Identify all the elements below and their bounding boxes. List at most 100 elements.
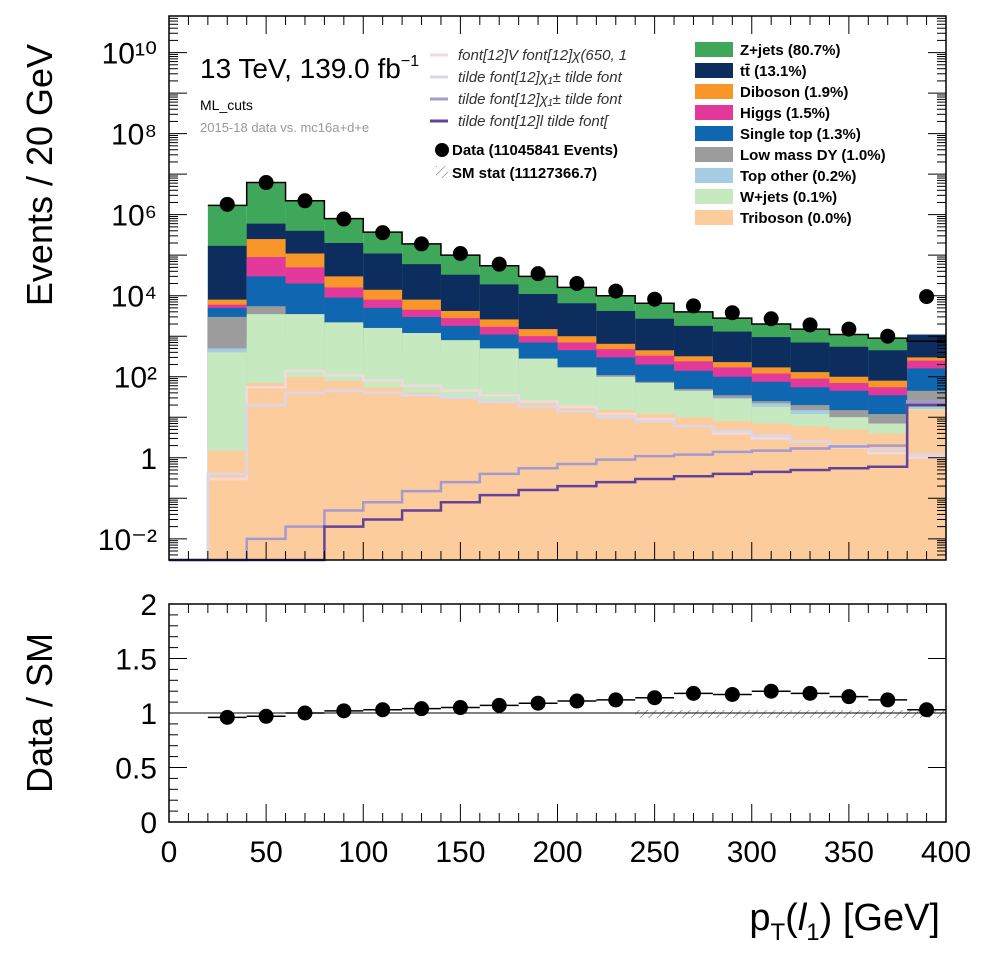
ratio-y-label: Data / SM xyxy=(19,633,60,793)
stack-bar-triboson xyxy=(402,392,441,560)
data-point xyxy=(763,311,779,327)
ratio-point xyxy=(569,693,585,709)
legend-label: Higgs (1.5%) xyxy=(740,105,830,122)
y-tick-label: 10² xyxy=(114,362,157,395)
stack-bar-triboson xyxy=(596,410,636,560)
ratio-point xyxy=(336,703,352,719)
stack-bar-triboson xyxy=(868,433,908,560)
y-tick-label: 10⁸ xyxy=(111,119,157,152)
legend-swatch xyxy=(695,63,733,78)
ratio-point xyxy=(297,705,313,721)
signal-lines xyxy=(169,369,946,562)
signal-legend-label: tilde font[12]χ₁± tilde font xyxy=(458,69,623,86)
ratio-point xyxy=(530,695,546,711)
ratio-y-tick-label: 0.5 xyxy=(115,753,157,786)
legend-label: Low mass DY (1.0%) xyxy=(740,147,886,164)
data-legend-label: Data (11045841 Events) xyxy=(452,142,618,159)
region-label: ML_cuts xyxy=(200,97,253,113)
ratio-point xyxy=(414,701,430,717)
ratio-x-axis: 0 50 100 150 200 250 300 350 400 xyxy=(161,604,971,869)
stack-bar-triboson xyxy=(518,403,558,560)
x-tick-label: 100 xyxy=(338,836,388,869)
legend-label: tt̄ (13.1%) xyxy=(740,63,807,80)
legend-swatch xyxy=(695,168,733,183)
x-tick-label: 250 xyxy=(630,836,680,869)
x-tick-label: 400 xyxy=(921,836,971,869)
data-point xyxy=(530,266,546,282)
ratio-point xyxy=(491,697,507,713)
data-point xyxy=(608,283,624,299)
ratio-point xyxy=(452,700,468,716)
y-tick-label: 10⁴ xyxy=(111,281,157,314)
data-point xyxy=(258,175,274,191)
stack-bar-triboson xyxy=(479,401,519,560)
data-point xyxy=(336,211,352,227)
stat-legend-swatch xyxy=(436,166,448,178)
data-point xyxy=(880,328,896,344)
stack-bar-triboson xyxy=(829,429,869,560)
signal-legend: font[12]V font[12]χ(650, 1 tilde font[12]… xyxy=(430,47,627,130)
x-tick-label: 200 xyxy=(532,836,582,869)
stack-bar-triboson xyxy=(751,423,791,560)
ratio-point xyxy=(685,685,701,701)
legend-swatch xyxy=(695,105,733,120)
stack-bar-triboson xyxy=(363,387,403,560)
stack-bar-triboson xyxy=(712,421,752,560)
data-point xyxy=(219,196,235,212)
stack-bar-triboson xyxy=(246,383,286,560)
stack-bar-triboson xyxy=(207,450,247,560)
x-axis-label: pT(l1) [GeV] xyxy=(749,897,940,946)
y-tick-label: 10⁻² xyxy=(98,524,157,557)
ratio-point xyxy=(763,683,779,699)
main-y-label: Events / 20 GeV xyxy=(19,44,60,306)
legend-swatch xyxy=(695,42,733,57)
ratio-point xyxy=(802,685,818,701)
data-point xyxy=(414,236,430,252)
ratio-y-tick-label: 1.5 xyxy=(115,644,157,677)
data-legend-marker xyxy=(435,143,449,157)
x-tick-label: 150 xyxy=(435,836,485,869)
stat-legend-label: SM stat (11127366.7) xyxy=(452,165,597,182)
signal-line-3 xyxy=(169,399,946,562)
legend-swatch xyxy=(695,147,733,162)
stack-bar-triboson xyxy=(907,410,946,560)
main-x-axis xyxy=(168,16,947,560)
x-tick-label: 50 xyxy=(249,836,282,869)
data-point xyxy=(569,276,585,292)
ratio-y-tick-label: 1 xyxy=(140,698,157,731)
ratio-point xyxy=(219,709,235,725)
ratio-points xyxy=(207,683,946,725)
x-tick-label: 0 xyxy=(161,836,178,869)
stat-legend: SM stat (11127366.7) xyxy=(436,165,597,182)
legend-label: W+jets (0.1%) xyxy=(740,189,837,206)
data-point xyxy=(685,298,701,314)
stack-bar-triboson xyxy=(674,417,713,560)
legend-label: Diboson (1.9%) xyxy=(740,84,848,101)
legend-label: Single top (1.3%) xyxy=(740,126,861,143)
ratio-y-tick-label: 0 xyxy=(140,807,157,840)
ratio-y-axis: 0 0.5 1 1.5 2 xyxy=(115,589,946,840)
ratio-point xyxy=(919,702,935,718)
legend-swatch xyxy=(695,126,733,141)
data-point xyxy=(841,321,857,337)
signal-legend-label: tilde font[12]χ₁± tilde font xyxy=(458,91,623,108)
ratio-y-tick-label: 2 xyxy=(140,589,157,622)
signal-legend-label: font[12]V font[12]χ(650, 1 xyxy=(458,47,627,64)
background-legend: Z+jets (80.7%) tt̄ (13.1%) Diboson (1.9%) H… xyxy=(695,42,886,227)
main-y-axis: 10⁻² 1 10² 10⁴ 10⁶ 10⁸ 10¹⁰ xyxy=(98,15,946,561)
legend-swatch xyxy=(695,84,733,99)
legend-label: Top other (0.2%) xyxy=(740,168,856,185)
data-point xyxy=(647,291,663,307)
stack-bar-triboson xyxy=(635,414,675,560)
data-point xyxy=(375,225,391,241)
legend-label: Z+jets (80.7%) xyxy=(740,42,840,59)
x-tick-label: 350 xyxy=(824,836,874,869)
y-tick-label: 10¹⁰ xyxy=(102,38,157,71)
signal-line-2 xyxy=(169,389,946,562)
data-point xyxy=(491,256,507,272)
ratio-point xyxy=(647,690,663,706)
dataset-label: 2015-18 data vs. mc16a+d+e xyxy=(200,120,369,135)
ratio-point xyxy=(608,692,624,708)
data-point xyxy=(724,305,740,321)
stack-bar-triboson xyxy=(324,380,364,560)
